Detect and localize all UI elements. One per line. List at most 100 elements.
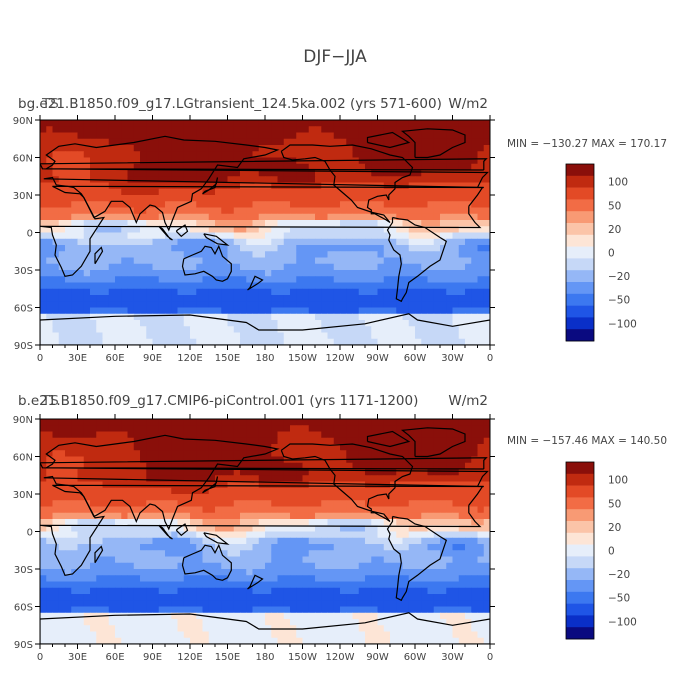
field-cell (346, 320, 353, 327)
field-cell (346, 301, 353, 308)
field-cell (183, 270, 191, 277)
field-cell (46, 431, 53, 439)
field-cell (358, 163, 366, 171)
field-cell (183, 575, 191, 582)
field-cell (58, 188, 66, 196)
field-cell (402, 301, 410, 308)
field-cell (458, 556, 466, 564)
field-cell (71, 562, 78, 570)
field-cell (327, 201, 335, 208)
field-cell (196, 494, 203, 501)
field-cell (208, 326, 216, 333)
field-cell (252, 188, 260, 196)
field-cell (171, 151, 178, 158)
field-cell (83, 238, 91, 246)
field-cell (158, 475, 166, 482)
field-cell (283, 562, 291, 570)
field-cell (396, 444, 403, 451)
field-cell (233, 251, 241, 258)
field-cell (146, 138, 153, 146)
field-cell (446, 251, 453, 258)
field-cell (177, 494, 185, 501)
field-cell (315, 151, 322, 158)
field-cell (277, 338, 285, 345)
field-cell (46, 126, 53, 133)
field-cell (152, 600, 160, 607)
field-cell (265, 201, 272, 208)
field-cell (333, 126, 341, 133)
field-cell (227, 195, 235, 202)
field-cell (215, 531, 222, 539)
field-cell (421, 456, 428, 464)
field-cell (40, 232, 47, 240)
field-cell (365, 170, 372, 177)
field-cell (465, 531, 472, 539)
field-cell (152, 531, 160, 539)
field-cell (440, 556, 447, 564)
field-cell (202, 606, 210, 614)
field-cell (115, 213, 122, 221)
field-cell (390, 207, 397, 215)
field-cell (177, 500, 185, 507)
field-cell (452, 581, 460, 589)
field-cell (365, 151, 372, 158)
field-cell (427, 437, 435, 445)
field-cell (77, 151, 85, 158)
field-cell (252, 587, 260, 595)
field-cell (140, 176, 147, 183)
field-cell (396, 163, 403, 171)
field-cell (421, 282, 428, 290)
field-cell (365, 176, 372, 183)
field-cell (283, 481, 291, 489)
field-cell (433, 326, 441, 333)
field-cell (121, 594, 128, 601)
field-cell (477, 276, 485, 283)
field-cell (190, 581, 197, 589)
field-cell (108, 270, 116, 277)
field-cell (365, 537, 372, 545)
field-cell (377, 238, 385, 246)
field-cell (390, 519, 397, 526)
field-cell (265, 475, 272, 482)
field-cell (171, 481, 178, 489)
field-cell (415, 307, 422, 315)
field-cell (358, 320, 366, 327)
x-tick-label: 0 (487, 353, 493, 364)
field-cell (365, 220, 372, 227)
field-cell (65, 288, 72, 296)
field-cell (346, 425, 353, 432)
field-cell (158, 556, 166, 564)
field-cell (233, 295, 241, 302)
field-cell (296, 195, 303, 202)
field-cell (383, 494, 391, 501)
field-cell (458, 176, 466, 183)
field-cell (327, 581, 335, 589)
field-cell (346, 550, 353, 557)
field-cell (452, 326, 460, 333)
field-cell (208, 301, 216, 308)
field-cell (458, 238, 466, 246)
field-cell (483, 163, 490, 171)
field-cell (352, 170, 360, 177)
field-cell (396, 151, 403, 158)
field-cell (440, 232, 447, 240)
field-cell (140, 594, 147, 601)
field-cell (115, 176, 122, 183)
field-cell (121, 487, 128, 495)
field-cell (333, 313, 341, 321)
field-cell (177, 525, 185, 532)
field-cell (421, 207, 428, 215)
field-cell (171, 326, 178, 333)
field-cell (408, 512, 416, 520)
field-cell (65, 220, 72, 227)
field-cell (421, 276, 428, 283)
field-cell (215, 307, 222, 315)
field-cell (452, 170, 460, 177)
field-cell (458, 220, 466, 227)
field-cell (83, 556, 91, 564)
field-cell (171, 263, 178, 271)
field-cell (121, 569, 128, 576)
field-cell (202, 151, 210, 158)
field-cell (246, 307, 253, 315)
field-cell (177, 594, 185, 601)
